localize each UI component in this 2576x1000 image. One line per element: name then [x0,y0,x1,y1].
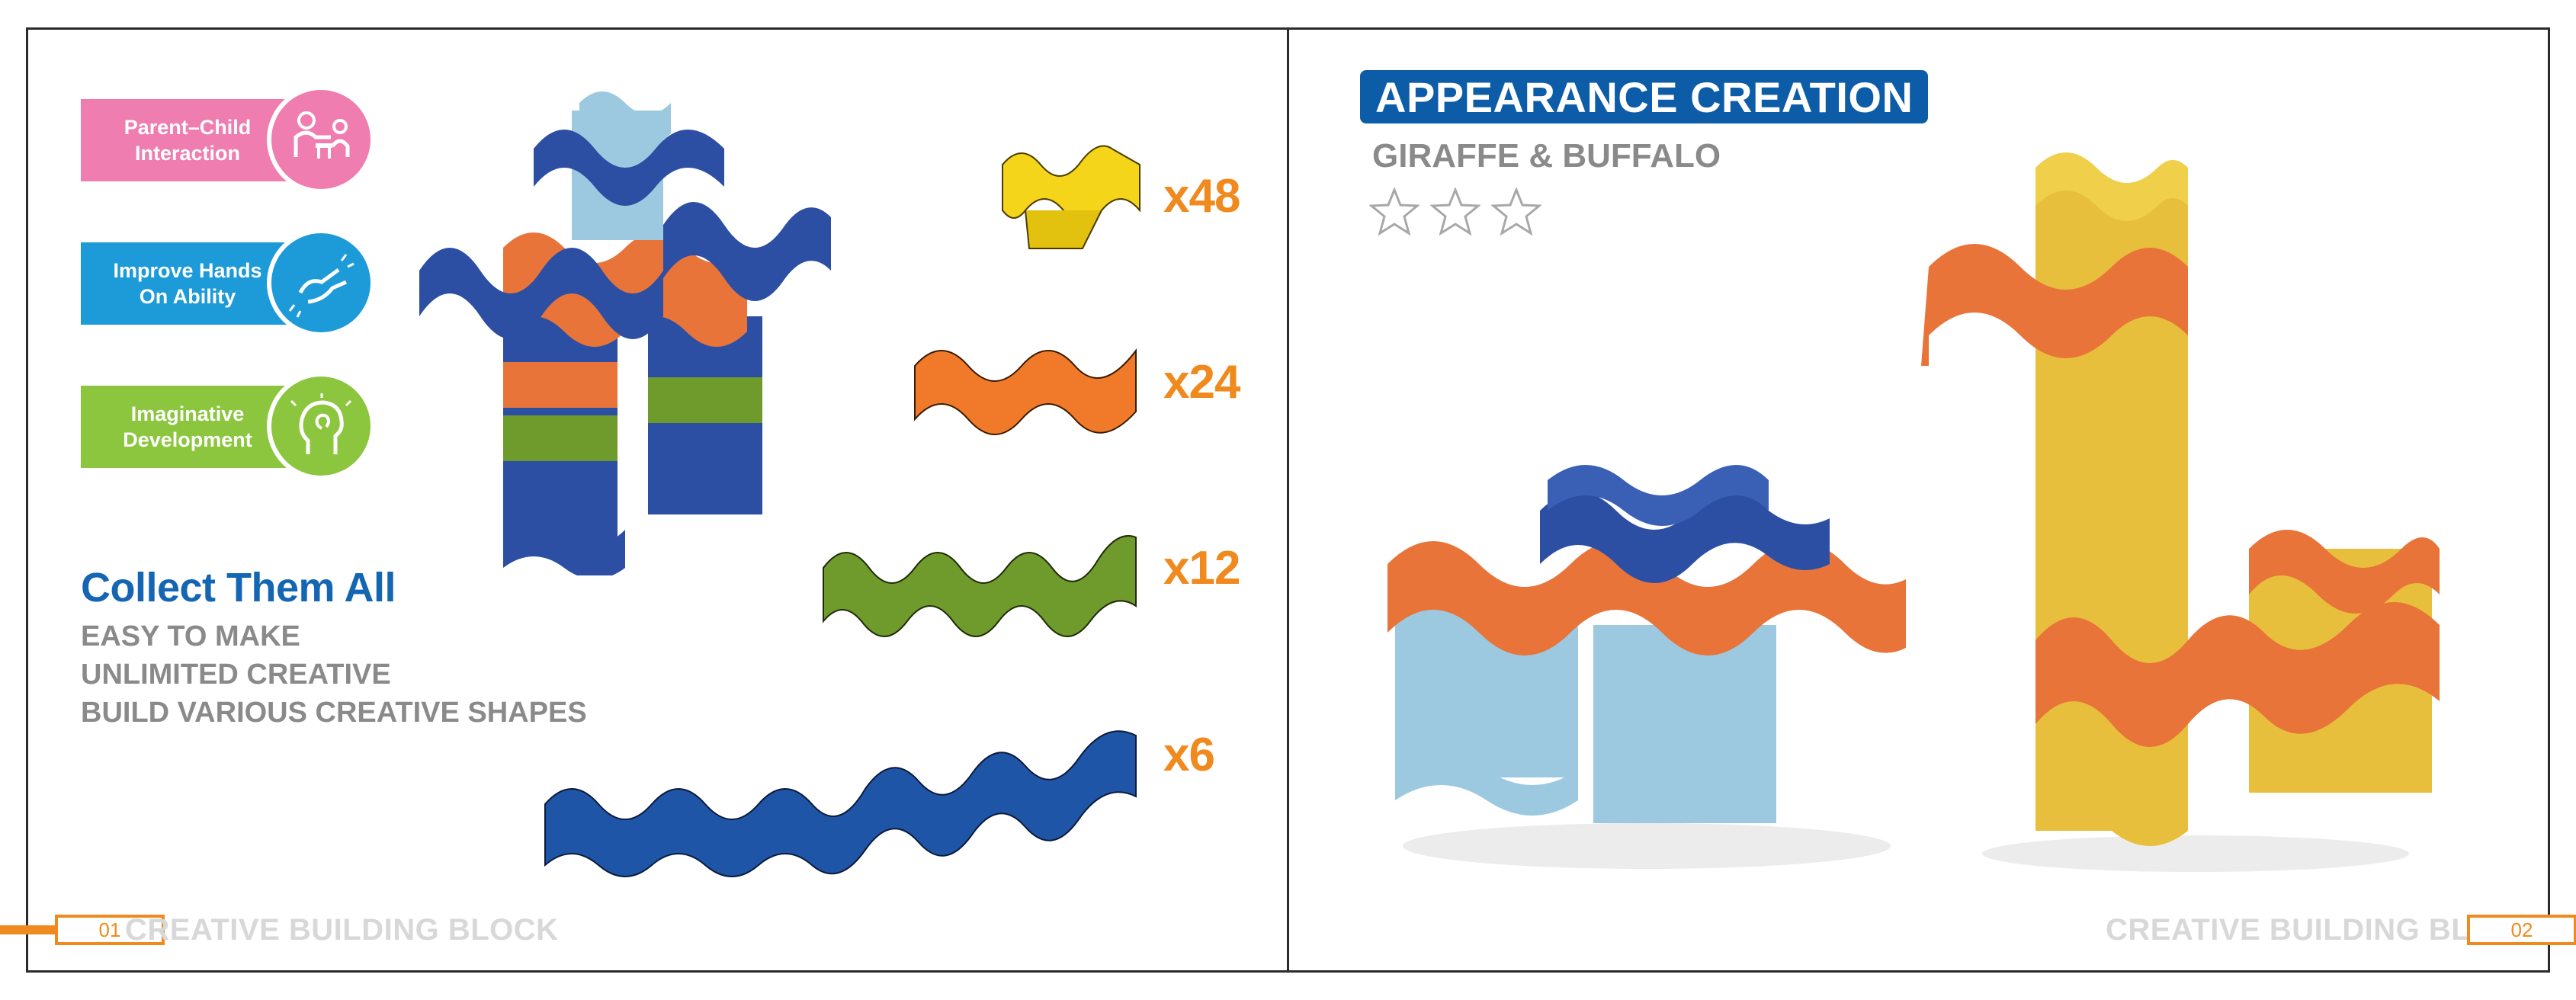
buffalo-model-image [1387,465,1906,869]
star-icon [1369,188,1420,236]
feature-label: Improve Hands On Ability [113,259,262,308]
feature-label-bar: Imaginative Development [81,386,294,468]
section-title: APPEARANCE CREATION [1360,70,1929,123]
piece-count-blue: x6 [1163,729,1215,781]
footer-label: CREATIVE BUILDING BLOCK [2106,913,2539,947]
imagination-icon [267,372,375,480]
difficulty-stars [1369,188,1541,236]
green-piece-image [823,535,1137,637]
page-spine [1287,27,1289,973]
page-number-badge: 02 [2467,915,2576,945]
block-structure-image [419,91,831,575]
benefit-item: UNLIMITED CREATIVE [81,659,391,691]
piece-count-yellow: x48 [1163,170,1240,223]
giraffe-model-image [1921,152,2440,872]
section-subtitle: GIRAFFE & BUFFALO [1372,137,1721,175]
star-icon [1491,188,1541,236]
benefit-item: EASY TO MAKE [81,620,300,652]
blue-piece-image [544,730,1137,877]
feature-hands-on: Improve Hands On Ability [81,229,378,337]
orange-piece-image [914,348,1137,435]
feature-imaginative: Imaginative Development [81,372,378,480]
collect-title: Collect Them All [81,565,396,611]
feature-parent-child: Parent–Child Interaction [81,85,378,194]
footer-label: CREATIVE BUILDING BLOCK [125,913,559,947]
footer-accent-line-edge [2574,925,2576,934]
page-number-badge: 01 [55,915,165,945]
benefit-item: BUILD VARIOUS CREATIVE SHAPES [81,697,587,729]
parent-child-icon [267,85,375,194]
feature-label: Imaginative Development [123,402,252,451]
piece-count-orange: x24 [1163,356,1240,409]
yellow-piece-image [1002,145,1140,249]
star-icon [1430,188,1480,236]
feature-label: Parent–Child Interaction [124,116,252,165]
hands-icon [267,229,375,337]
piece-count-green: x12 [1163,542,1240,595]
footer-accent-line [0,925,57,934]
feature-label-bar: Improve Hands On Ability [81,242,294,325]
feature-label-bar: Parent–Child Interaction [81,99,294,181]
